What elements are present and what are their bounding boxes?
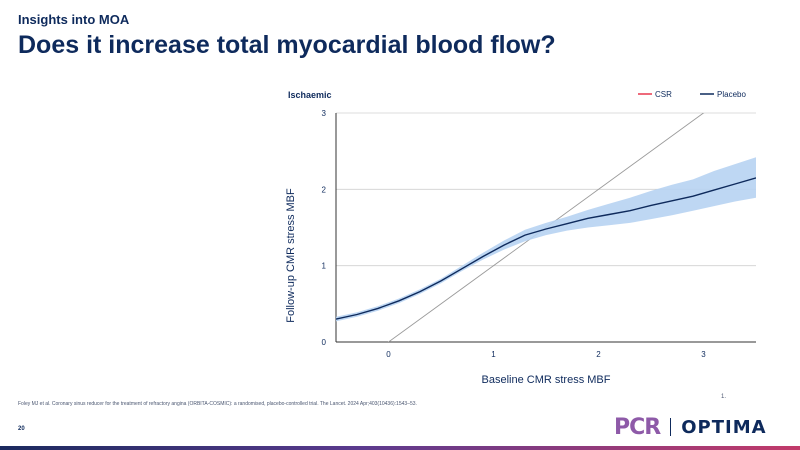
section-kicker: Insights into MOA — [18, 12, 130, 27]
x-axis-title: Baseline CMR stress MBF — [482, 374, 611, 386]
x-tick-label: 2 — [596, 350, 601, 359]
legend-label: CSR — [655, 90, 672, 99]
footnote-marker: 1. — [721, 394, 727, 400]
pcr-logo: PCR — [614, 414, 661, 440]
y-tick-label: 1 — [322, 262, 327, 271]
y-tick-label: 2 — [322, 185, 327, 194]
y-axis-title: Follow-up CMR stress MBF — [285, 188, 297, 323]
chart-panel-label: Ischaemic — [288, 90, 332, 100]
x-tick-label: 1 — [491, 350, 496, 359]
optima-logo: OPTIMA — [681, 416, 767, 438]
footer-gradient-bar — [0, 446, 800, 450]
logo-group: PCR OPTIMA — [614, 412, 767, 442]
x-tick-label: 0 — [386, 350, 391, 359]
citation-text: Foley MJ et al. Coronary sinus reducer f… — [18, 401, 417, 407]
chart-svg: 0 1 2 3 0 1 2 3 CSR Placebo Baseline CMR stress MB… — [285, 90, 756, 386]
y-tick-label: 3 — [322, 109, 327, 118]
logo-divider — [670, 418, 672, 436]
legend-label: Placebo — [717, 90, 746, 99]
plot-layer — [336, 113, 756, 342]
series-line — [336, 177, 756, 320]
page-title: Does it increase total myocardial blood … — [18, 31, 556, 59]
x-tick-label: 3 — [701, 350, 706, 359]
confidence-band — [336, 157, 756, 322]
chart-container: Ischaemic 0 1 2 3 0 1 2 3 CSR Placebo Baseline CMR… — [270, 84, 770, 394]
y-tick-label: 0 — [322, 338, 327, 347]
page-number: 20 — [18, 426, 25, 432]
